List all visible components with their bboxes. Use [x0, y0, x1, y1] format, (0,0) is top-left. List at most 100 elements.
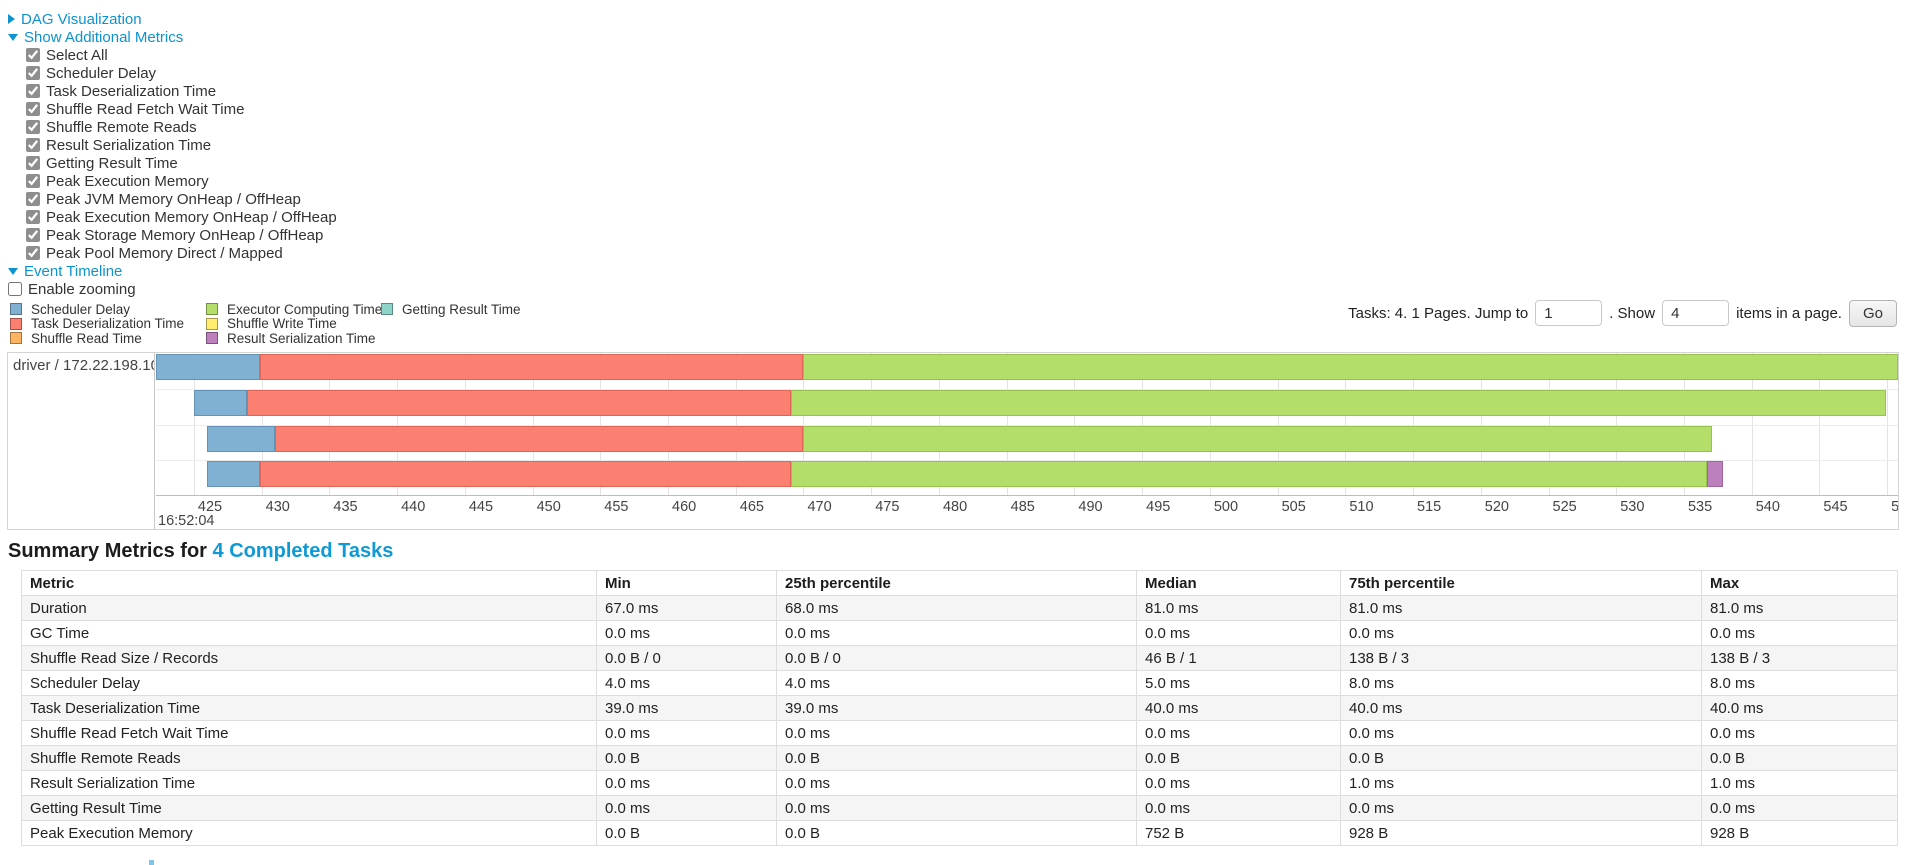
checkbox-result-serialization-time[interactable]: [26, 138, 40, 152]
axis-tick-label: 445: [468, 499, 494, 515]
timeline-bar-scheduler-delay[interactable]: [156, 354, 261, 380]
table-row-peak-execution-memory: Peak Execution Memory 0.0 B 0.0 B 752 B 928 …: [21, 820, 1898, 846]
column-header-75th-percentile: 75th percentile: [1340, 570, 1702, 596]
checkbox-peak-jvm-memory-onheap-offheap[interactable]: [26, 192, 40, 206]
checkbox-label-shuffle-remote-reads: Shuffle Remote Reads: [46, 118, 197, 136]
axis-gridline: [1480, 353, 1482, 495]
timeline-bar-task-deserialization-time[interactable]: [246, 390, 792, 416]
metric-value-cell: 0.0 ms: [596, 620, 777, 646]
timeline-bar-executor-computing-time[interactable]: [791, 390, 1886, 416]
dag-visualization-link[interactable]: DAG Visualization: [21, 10, 142, 28]
timeline-bar-scheduler-delay[interactable]: [207, 461, 261, 487]
legend-label: Shuffle Read Time: [31, 330, 142, 346]
axis-tick-label: 465: [739, 499, 764, 515]
event-timeline-chart: driver / 172.22.198.104 16:52:04 425 430 4…: [7, 352, 1899, 530]
axis-tick-label: 455: [604, 499, 629, 515]
checkbox-peak-execution-memory[interactable]: [26, 174, 40, 188]
items-per-page-input[interactable]: [1662, 300, 1730, 326]
metric-value-cell: 0.0 ms: [1340, 795, 1702, 821]
metric-checkbox-row: Select All: [26, 46, 337, 64]
checkbox-getting-result-time[interactable]: [26, 156, 40, 170]
metric-name-cell: Task Deserialization Time: [21, 695, 597, 721]
checkbox-scheduler-delay[interactable]: [26, 66, 40, 80]
axis-gridline: [1887, 353, 1889, 495]
timeline-bar-scheduler-delay[interactable]: [193, 390, 247, 416]
checkbox-shuffle-remote-reads[interactable]: [26, 120, 40, 134]
axis-tick-label: 495: [1146, 499, 1171, 515]
legend-column: Getting Result Time: [381, 302, 521, 346]
go-button[interactable]: Go: [1848, 299, 1897, 327]
timeline-bar-task-deserialization-time[interactable]: [260, 461, 792, 487]
metric-value-cell: 81.0 ms: [1340, 595, 1702, 621]
metric-value-cell: 67.0 ms: [596, 595, 777, 621]
event-timeline-link[interactable]: Event Timeline: [24, 262, 123, 280]
metric-checkbox-row: Peak Execution Memory OnHeap / OffHeap: [26, 208, 337, 226]
summary-metrics-heading: Summary Metrics for 4 Completed Tasks: [8, 540, 393, 563]
legend-label: Getting Result Time: [402, 301, 521, 317]
metric-name-cell: Result Serialization Time: [21, 770, 597, 796]
timeline-bar-result-serialization-time[interactable]: [1707, 461, 1724, 487]
metric-value-cell: 752 B: [1136, 820, 1341, 846]
metric-value-cell: 39.0 ms: [596, 695, 777, 721]
row-separator: [156, 425, 1898, 426]
metric-value-cell: 0.0 ms: [1340, 620, 1702, 646]
jump-to-page-input[interactable]: [1535, 300, 1603, 326]
table-row-result-serialization-time: Result Serialization Time 0.0 ms 0.0 ms 0.0…: [21, 770, 1898, 796]
result-serialization-time-swatch-icon: [206, 332, 218, 345]
expanded-arrow-icon: [8, 33, 18, 41]
metric-value-cell: 68.0 ms: [776, 595, 1137, 621]
table-row-getting-result-time: Getting Result Time 0.0 ms 0.0 ms 0.0 ms 0.0…: [21, 795, 1898, 821]
metric-value-cell: 0.0 ms: [776, 770, 1137, 796]
checkbox-shuffle-read-fetch-wait-time[interactable]: [26, 102, 40, 116]
metric-value-cell: 8.0 ms: [1340, 670, 1702, 696]
timeline-bar-executor-computing-time[interactable]: [803, 354, 1898, 380]
tasks-count-label: Tasks: 4. 1 Pages. Jump to: [1348, 304, 1529, 322]
metric-value-cell: 40.0 ms: [1136, 695, 1341, 721]
table-row-scheduler-delay: Scheduler Delay 4.0 ms 4.0 ms 5.0 ms 8.0 ms 8…: [21, 670, 1898, 696]
axis-tick-label: 430: [265, 499, 290, 515]
metric-value-cell: 0.0 B: [1340, 745, 1702, 771]
metric-checkbox-row: Task Deserialization Time: [26, 82, 337, 100]
metric-checkbox-row: Peak Storage Memory OnHeap / OffHeap: [26, 226, 337, 244]
checkbox-peak-storage-memory-onheap-offheap[interactable]: [26, 228, 40, 242]
metric-checkbox-row: Peak Pool Memory Direct / Mapped: [26, 244, 337, 262]
completed-tasks-link[interactable]: 4 Completed Tasks: [212, 540, 394, 562]
dag-visualization-toggle[interactable]: DAG Visualization: [8, 10, 337, 28]
timeline-bar-task-deserialization-time[interactable]: [260, 354, 804, 380]
show-additional-metrics-toggle[interactable]: Show Additional Metrics: [8, 28, 337, 46]
metric-value-cell: 81.0 ms: [1701, 595, 1898, 621]
event-timeline-toggle[interactable]: Event Timeline: [8, 262, 337, 280]
checkbox-label-select-all: Select All: [46, 46, 108, 64]
timeline-bar-scheduler-delay[interactable]: [207, 426, 276, 452]
axis-gridline: [1006, 353, 1008, 495]
table-header-row: Metric Min 25th percentile Median 75th perce…: [21, 570, 1898, 596]
timeline-bar-task-deserialization-time[interactable]: [275, 426, 804, 452]
axis-gridline: [464, 353, 466, 495]
row-separator: [156, 389, 1898, 390]
timeline-bar-executor-computing-time[interactable]: [791, 461, 1707, 487]
metric-value-cell: 0.0 ms: [776, 720, 1137, 746]
checkbox-select-all[interactable]: [26, 48, 40, 62]
axis-tick-label: 500: [1213, 499, 1239, 515]
timeline-bar-executor-computing-time[interactable]: [803, 426, 1713, 452]
checkbox-task-deserialization-time[interactable]: [26, 84, 40, 98]
metric-name-cell: Scheduler Delay: [21, 670, 597, 696]
column-header-median: Median: [1136, 570, 1341, 596]
checkbox-label-peak-storage-memory-onheap-offheap: Peak Storage Memory OnHeap / OffHeap: [46, 226, 324, 244]
column-header-25th-percentile: 25th percentile: [776, 570, 1137, 596]
metric-name-cell: Shuffle Read Fetch Wait Time: [21, 720, 597, 746]
checkbox-label-peak-pool-memory-direct-mapped: Peak Pool Memory Direct / Mapped: [46, 244, 283, 262]
metric-checkbox-row: Getting Result Time: [26, 154, 337, 172]
show-additional-metrics-link[interactable]: Show Additional Metrics: [24, 28, 184, 46]
metric-value-cell: 0.0 ms: [1136, 795, 1341, 821]
metric-value-cell: 5.0 ms: [1136, 670, 1341, 696]
metric-value-cell: 0.0 B: [776, 745, 1137, 771]
checkbox-peak-pool-memory-direct-mapped[interactable]: [26, 246, 40, 260]
table-row-duration: Duration 67.0 ms 68.0 ms 81.0 ms 81.0 ms 81.0…: [21, 595, 1898, 621]
checkbox-label-task-deserialization-time: Task Deserialization Time: [46, 82, 217, 100]
enable-zooming-checkbox[interactable]: [8, 282, 22, 296]
axis-gridline: [261, 353, 263, 495]
checkbox-peak-execution-memory-onheap-offheap[interactable]: [26, 210, 40, 224]
axis-gridline: [1142, 353, 1144, 495]
stage-page-controls: DAG Visualization Show Additional Metric…: [8, 10, 337, 298]
